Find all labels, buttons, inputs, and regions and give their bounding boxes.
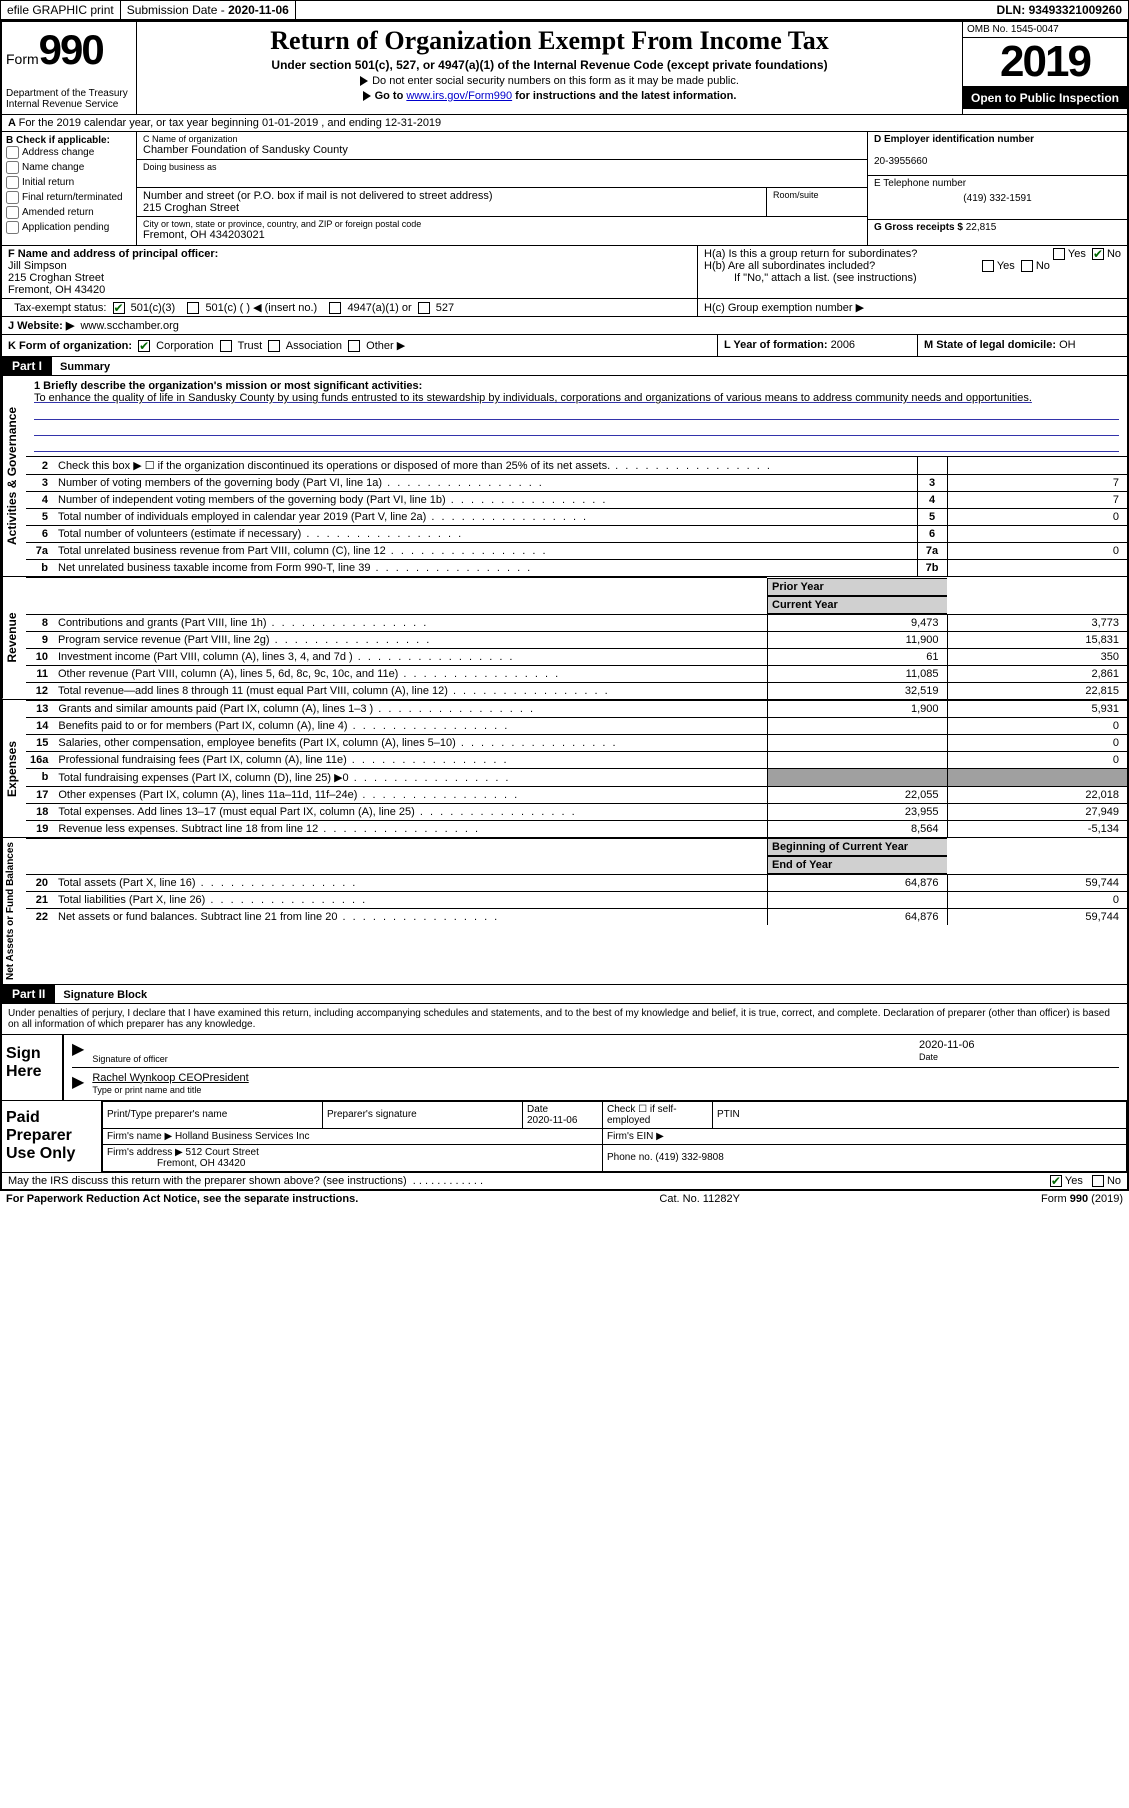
block-bcde: B Check if applicable: Address change Na…: [2, 132, 1127, 246]
efile-label: efile GRAPHIC print: [1, 1, 121, 19]
signature-declaration: Under penalties of perjury, I declare th…: [2, 1004, 1127, 1035]
row-tax-status: Tax-exempt status: 501(c)(3) 501(c) ( ) …: [2, 299, 1127, 317]
city-state: City or town, state or province, country…: [137, 217, 867, 245]
box-k: K Form of organization: Corporation Trus…: [2, 335, 717, 356]
org-name: C Name of organization Chamber Foundatio…: [137, 132, 867, 160]
mission: 1 Briefly describe the organization's mi…: [26, 376, 1127, 456]
section-governance: Activities & Governance 1 Briefly descri…: [2, 376, 1127, 577]
header-right: OMB No. 1545-0047 2019 Open to Public In…: [962, 22, 1127, 114]
paperwork-notice: For Paperwork Reduction Act Notice, see …: [6, 1193, 358, 1205]
form-title-block: Return of Organization Exempt From Incom…: [137, 22, 962, 114]
box-m: M State of legal domicile: OH: [917, 335, 1127, 356]
check-name[interactable]: Name change: [6, 161, 132, 174]
topbar: efile GRAPHIC print Submission Date - 20…: [0, 0, 1129, 20]
tab-revenue: Revenue: [2, 577, 26, 699]
footer: For Paperwork Reduction Act Notice, see …: [0, 1191, 1129, 1207]
paid-preparer: Paid Preparer Use Only Print/Type prepar…: [2, 1101, 1127, 1173]
governance-table: 2Check this box ▶ ☐ if the organization …: [26, 456, 1127, 576]
expenses-table: 13Grants and similar amounts paid (Part …: [26, 700, 1127, 837]
tab-netassets: Net Assets or Fund Balances: [2, 838, 26, 984]
street-address: Number and street (or P.O. box if mail i…: [137, 188, 867, 217]
cat-no: Cat. No. 11282Y: [659, 1193, 740, 1205]
box-hc: H(c) Group exemption number ▶: [697, 299, 1127, 316]
line-a: A For the 2019 calendar year, or tax yea…: [2, 115, 1127, 132]
submission-date: Submission Date - 2020-11-06: [121, 1, 296, 19]
instructions-link[interactable]: www.irs.gov/Form990: [406, 90, 512, 102]
form-version: Form 990 (2019): [1041, 1193, 1123, 1205]
netassets-table: Beginning of Current YearEnd of Year20To…: [26, 838, 1127, 926]
revenue-table: Prior YearCurrent Year8Contributions and…: [26, 577, 1127, 699]
dba: Doing business as: [137, 160, 867, 188]
section-expenses: Expenses 13Grants and similar amounts pa…: [2, 700, 1127, 838]
form-outer: Form990 Department of the Treasury Inter…: [0, 20, 1129, 1191]
form-id: Form990 Department of the Treasury Inter…: [2, 22, 137, 114]
dln: DLN: 93493321009260: [296, 1, 1128, 19]
ein: D Employer identification number20-39556…: [868, 132, 1127, 176]
omb-number: OMB No. 1545-0047: [963, 22, 1127, 38]
note-ssn: Do not enter social security numbers on …: [147, 75, 952, 87]
note-link: Go to www.irs.gov/Form990 for instructio…: [147, 90, 952, 102]
telephone: E Telephone number(419) 332-1591: [868, 176, 1127, 220]
preparer-table: Print/Type preparer's name Preparer's si…: [102, 1101, 1127, 1172]
section-netassets: Net Assets or Fund Balances Beginning of…: [2, 838, 1127, 985]
row-klm: K Form of organization: Corporation Trus…: [2, 335, 1127, 357]
department-label: Department of the Treasury Internal Reve…: [6, 88, 132, 110]
part2-header: Part IISignature Block: [2, 985, 1127, 1004]
check-address[interactable]: Address change: [6, 146, 132, 159]
discuss-row: May the IRS discuss this return with the…: [2, 1173, 1127, 1189]
open-to-public: Open to Public Inspection: [963, 87, 1127, 109]
box-l: L Year of formation: 2006: [717, 335, 917, 356]
tax-year: 2019: [963, 38, 1127, 87]
tax-status: Tax-exempt status: 501(c)(3) 501(c) ( ) …: [2, 299, 697, 316]
check-initial[interactable]: Initial return: [6, 176, 132, 189]
gross-receipts: G Gross receipts $ 22,815: [868, 220, 1127, 235]
form-subtitle: Under section 501(c), 527, or 4947(a)(1)…: [147, 58, 952, 72]
check-amended[interactable]: Amended return: [6, 206, 132, 219]
row-fh: F Name and address of principal officer:…: [2, 246, 1127, 299]
form-title: Return of Organization Exempt From Incom…: [147, 26, 952, 56]
form-header: Form990 Department of the Treasury Inter…: [2, 22, 1127, 115]
tab-governance: Activities & Governance: [2, 376, 26, 576]
box-de: D Employer identification number20-39556…: [867, 132, 1127, 245]
part1-header: Part ISummary: [2, 357, 1127, 376]
tab-expenses: Expenses: [2, 700, 26, 837]
section-revenue: Revenue Prior YearCurrent Year8Contribut…: [2, 577, 1127, 700]
box-b: B Check if applicable: Address change Na…: [2, 132, 137, 245]
box-c: C Name of organization Chamber Foundatio…: [137, 132, 867, 245]
sign-here: Sign Here ▶ Signature of officer 2020-11…: [2, 1035, 1127, 1101]
check-final[interactable]: Final return/terminated: [6, 191, 132, 204]
box-h: H(a) Is this a group return for subordin…: [697, 246, 1127, 298]
check-pending[interactable]: Application pending: [6, 221, 132, 234]
box-f: F Name and address of principal officer:…: [2, 246, 697, 298]
box-j: J Website: ▶ www.scchamber.org: [2, 317, 1127, 335]
